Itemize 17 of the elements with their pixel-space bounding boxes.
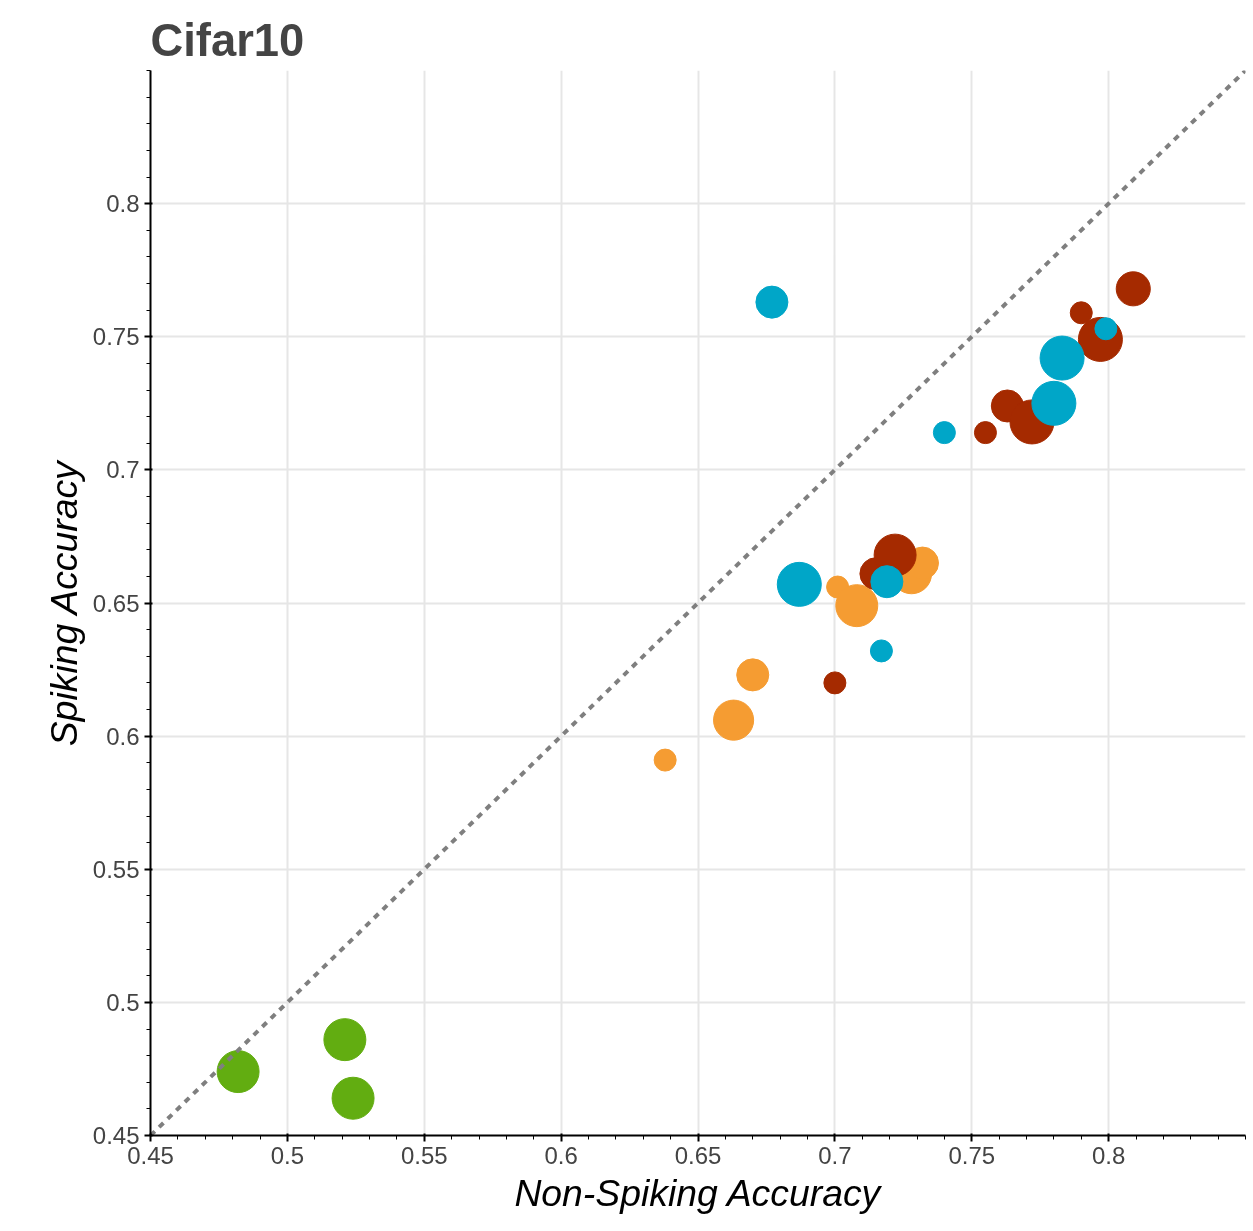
x-axis-title: Non-Spiking Accuracy — [514, 1171, 883, 1214]
y-tick-label: 0.55 — [92, 855, 140, 883]
chart-title: Cifar10 — [150, 14, 305, 66]
y-tick-label: 0.65 — [92, 589, 140, 617]
y-tick-label: 0.75 — [92, 323, 140, 351]
x-tick-label: 0.8 — [1091, 1141, 1126, 1169]
y-tick-label: 0.8 — [106, 190, 140, 218]
x-tick-label: 0.75 — [948, 1141, 996, 1169]
y-tick-label: 0.7 — [106, 456, 140, 484]
x-tick-label: 0.7 — [818, 1141, 852, 1169]
y-axis-title: Spiking Accuracy — [42, 458, 85, 747]
x-tick-label: 0.65 — [674, 1141, 722, 1169]
y-tick-label: 0.5 — [106, 988, 140, 1016]
x-tick-label: 0.55 — [400, 1141, 448, 1169]
x-tick-label: 0.6 — [544, 1141, 578, 1169]
x-tick-label: 0.5 — [270, 1141, 305, 1169]
y-tick-label: 0.6 — [106, 722, 140, 750]
